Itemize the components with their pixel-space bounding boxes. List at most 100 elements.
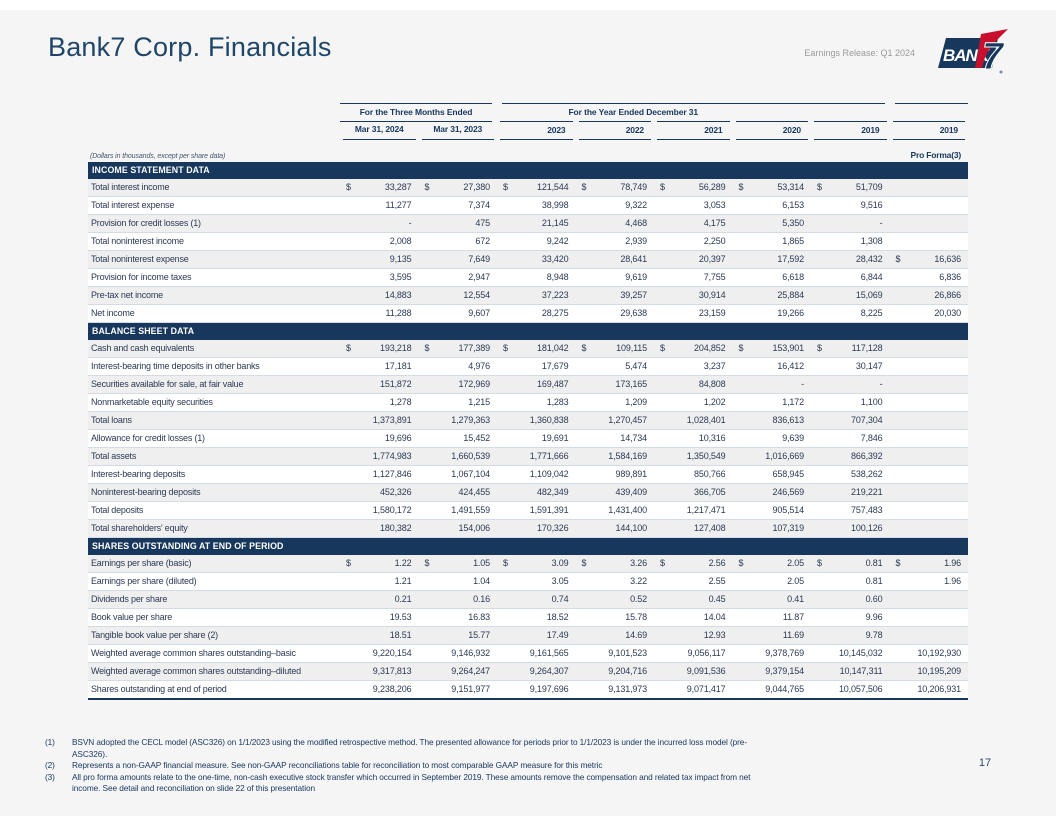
cell-number: 10,147,311 bbox=[839, 666, 883, 676]
cell-value: $121,544 bbox=[497, 179, 576, 196]
cell-number: 1,491,559 bbox=[451, 505, 490, 515]
cell-number: 9,135 bbox=[389, 254, 412, 264]
cell-number: 15.78 bbox=[625, 612, 647, 622]
cell-number: 9,131,973 bbox=[608, 684, 647, 694]
cell-value: $78,749 bbox=[576, 179, 655, 196]
cell-value: $33,287 bbox=[340, 179, 419, 196]
cell-number: 9,204,716 bbox=[608, 666, 647, 676]
row-label: Noninterest-bearing deposits bbox=[91, 487, 201, 497]
cell-number: 9,146,932 bbox=[451, 648, 490, 658]
cell-number: 14,734 bbox=[620, 433, 647, 443]
table-note-row: (Dollars in thousands, except per share … bbox=[88, 140, 968, 162]
column-header-mar-2023: Mar 31, 2023 bbox=[421, 121, 494, 140]
cell-value: 6,153 bbox=[733, 197, 812, 214]
footnote: (3) All pro forma amounts relate to the o… bbox=[45, 772, 775, 795]
row-label: Total deposits bbox=[91, 505, 144, 515]
table-row: Pre-tax net income 14,883 12,554 37,223 39,2… bbox=[88, 287, 968, 305]
cell-number: 11,288 bbox=[385, 308, 412, 318]
cell-number: 1,270,457 bbox=[608, 415, 647, 425]
cell-value: 19,266 bbox=[733, 305, 812, 322]
cell-value: 1,127,846 bbox=[340, 466, 419, 483]
table-row: Total interest expense 11,277 7,374 38,998 9… bbox=[88, 197, 968, 215]
cell-value bbox=[890, 520, 969, 537]
group-header-spacer bbox=[88, 103, 340, 122]
table-row: Shares outstanding at end of period 9,238… bbox=[88, 681, 968, 700]
cell-value: 1,067,104 bbox=[419, 466, 498, 483]
cell-value: $2.05 bbox=[733, 555, 812, 572]
dollar-sign: $ bbox=[424, 343, 430, 353]
cell-number: 153,901 bbox=[772, 343, 805, 353]
cell-number: 1.21 bbox=[394, 576, 412, 586]
cell-value: 11.87 bbox=[733, 609, 812, 626]
cell-value bbox=[890, 502, 969, 519]
cell-number: 1,360,838 bbox=[529, 415, 569, 425]
cell-value: $181,042 bbox=[497, 340, 576, 357]
cell-value: 16,412 bbox=[733, 358, 812, 375]
cell-number: 366,705 bbox=[694, 487, 726, 497]
cell-number: 2.05 bbox=[787, 558, 804, 568]
cell-value: 10,147,311 bbox=[811, 663, 890, 680]
release-label: Earnings Release: Q1 2024 bbox=[804, 48, 915, 58]
cell-number: 6,618 bbox=[782, 272, 804, 282]
cell-number: 109,115 bbox=[616, 343, 647, 353]
cell-value: 1,279,363 bbox=[419, 412, 498, 429]
column-header-mar-2024: Mar 31, 2024 bbox=[343, 121, 416, 140]
cell-number: 5,474 bbox=[625, 361, 647, 371]
cell-number: 1,591,391 bbox=[529, 505, 569, 515]
cell-value: 19,691 bbox=[497, 430, 576, 447]
cell-number: 2.55 bbox=[708, 576, 726, 586]
cell-value: 169,487 bbox=[497, 376, 576, 393]
cell-number: 30,914 bbox=[698, 290, 726, 300]
cell-number: 1,431,400 bbox=[608, 505, 647, 515]
cell-value: $56,289 bbox=[654, 179, 733, 196]
cell-number: 28,275 bbox=[541, 308, 569, 318]
cell-number: 7,374 bbox=[468, 200, 490, 210]
cell-value: $117,128 bbox=[811, 340, 890, 357]
cell-number: 51,709 bbox=[855, 182, 883, 192]
cell-value: - bbox=[811, 215, 890, 232]
cell-value: 16.83 bbox=[419, 609, 498, 626]
cell-number: 16.83 bbox=[468, 612, 490, 622]
cell-value: 10,192,930 bbox=[890, 645, 969, 662]
cell-value: 866,392 bbox=[811, 448, 890, 465]
cell-number: 3.22 bbox=[630, 576, 647, 586]
cell-value: 3.22 bbox=[576, 573, 655, 590]
cell-value: 1.21 bbox=[340, 573, 419, 590]
cell-number: 9,242 bbox=[546, 236, 569, 246]
cell-value: 3.05 bbox=[497, 573, 576, 590]
cell-number: 0.45 bbox=[708, 594, 726, 604]
cell-number: 33,287 bbox=[384, 182, 412, 192]
group-header-proforma-rule bbox=[894, 103, 968, 122]
cell-number: 4,175 bbox=[703, 218, 726, 228]
cell-value: 9,619 bbox=[576, 269, 655, 286]
cell-value: 33,420 bbox=[497, 251, 576, 268]
cell-value: 11,288 bbox=[340, 305, 419, 322]
row-label: Securities available for sale, at fair v… bbox=[91, 379, 244, 389]
cell-value: $16,636 bbox=[890, 251, 969, 268]
cell-value: 1,270,457 bbox=[576, 412, 655, 429]
cell-value: 9,091,536 bbox=[654, 663, 733, 680]
cell-number: 8,225 bbox=[860, 308, 883, 318]
cell-value: 9,639 bbox=[733, 430, 812, 447]
cell-value: 17,181 bbox=[340, 358, 419, 375]
cell-value: 14,734 bbox=[576, 430, 655, 447]
cell-value: 1,283 bbox=[497, 394, 576, 411]
cell-value bbox=[890, 430, 969, 447]
cell-number: 20,397 bbox=[698, 254, 726, 264]
cell-number: 20,030 bbox=[934, 308, 961, 318]
cell-number: 482,349 bbox=[537, 487, 569, 497]
cell-number: 14,883 bbox=[384, 290, 412, 300]
cell-value: 9,161,565 bbox=[497, 645, 576, 662]
cell-value: 1,491,559 bbox=[419, 502, 498, 519]
footnote-marker: (3) bbox=[45, 771, 55, 782]
section-header: SHARES OUTSTANDING AT END OF PERIOD bbox=[88, 538, 968, 555]
cell-value: 12.93 bbox=[654, 627, 733, 644]
cell-number: 850,766 bbox=[694, 469, 726, 479]
cell-number: 1,865 bbox=[782, 236, 804, 246]
cell-number: 56,289 bbox=[698, 182, 726, 192]
cell-value: 1,373,891 bbox=[340, 412, 419, 429]
cell-value: 9,146,932 bbox=[419, 645, 498, 662]
cell-number: 0.81 bbox=[865, 558, 883, 568]
cell-number: 1,278 bbox=[389, 397, 412, 407]
cell-number: 9,220,154 bbox=[372, 648, 412, 658]
